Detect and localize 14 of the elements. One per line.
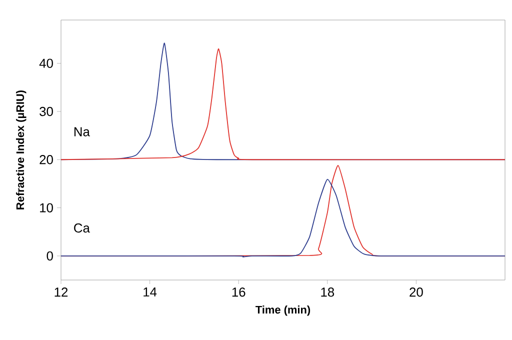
y-axis-title: Refractive Index (µRIU) [16,90,26,210]
y-tick-label: 30 [40,106,53,116]
x-tick-label: 20 [410,288,423,297]
y-tick-label: 40 [39,58,53,68]
y-tick-label: 10 [40,203,53,212]
x-tick-label: 14 [144,288,157,296]
x-axis-title: Time (min) [256,306,310,316]
annotation: Na [74,127,90,136]
y-tick-label: 0 [46,251,53,261]
x-tick-label: 16 [232,288,246,297]
x-tick-label: 18 [321,288,334,297]
annotation: Ca [74,223,90,233]
y-tick-label: 20 [40,155,53,164]
x-tick-label: 12 [54,288,68,297]
